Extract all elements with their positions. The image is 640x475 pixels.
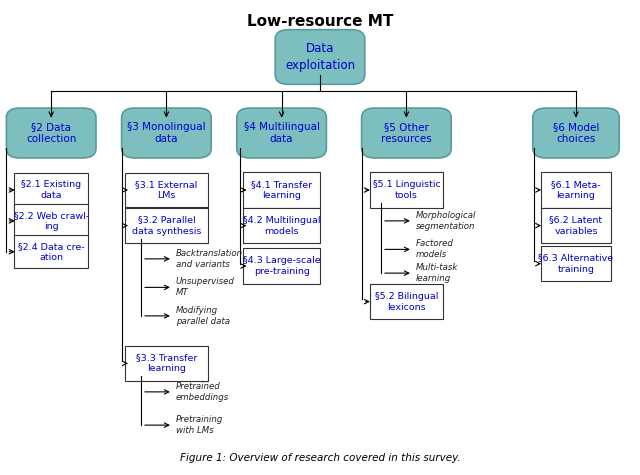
Text: §5.2 Bilingual
lexicons: §5.2 Bilingual lexicons [374, 292, 438, 312]
FancyBboxPatch shape [275, 29, 365, 85]
Text: Figure 1: Overview of research covered in this survey.: Figure 1: Overview of research covered i… [180, 453, 460, 463]
Text: §4.3 Large-scale
pre-training: §4.3 Large-scale pre-training [243, 256, 321, 276]
Text: §2.4 Data cre-
ation: §2.4 Data cre- ation [18, 242, 84, 262]
Text: §3.3 Transfer
learning: §3.3 Transfer learning [136, 353, 197, 373]
Text: §3 Monolingual
data: §3 Monolingual data [127, 122, 205, 144]
Text: Unsupervised
MT: Unsupervised MT [176, 277, 235, 297]
FancyBboxPatch shape [370, 284, 443, 320]
FancyBboxPatch shape [14, 173, 88, 207]
FancyBboxPatch shape [362, 108, 451, 158]
FancyBboxPatch shape [541, 208, 611, 243]
Text: §5 Other
resources: §5 Other resources [381, 122, 432, 144]
Text: §4.2 Multilingual
models: §4.2 Multilingual models [243, 216, 321, 236]
Text: §6.1 Meta-
learning: §6.1 Meta- learning [551, 180, 601, 200]
FancyBboxPatch shape [125, 173, 208, 207]
FancyBboxPatch shape [243, 248, 320, 284]
FancyBboxPatch shape [243, 172, 320, 208]
Text: Morphological
segmentation: Morphological segmentation [416, 211, 476, 231]
Text: Pretraining
with LMs: Pretraining with LMs [176, 415, 223, 435]
FancyBboxPatch shape [532, 108, 620, 158]
FancyBboxPatch shape [541, 172, 611, 208]
Text: §6.3 Alternative
training: §6.3 Alternative training [538, 254, 614, 274]
FancyBboxPatch shape [122, 108, 211, 158]
Text: §3.1 External
LMs: §3.1 External LMs [135, 180, 198, 200]
Text: §3.2 Parallel
data synthesis: §3.2 Parallel data synthesis [132, 216, 201, 236]
Text: Backtranslation
and variants: Backtranslation and variants [176, 249, 243, 269]
Text: Factored
models: Factored models [416, 239, 454, 259]
Text: §6 Model
choices: §6 Model choices [553, 122, 599, 144]
FancyBboxPatch shape [541, 246, 611, 281]
FancyBboxPatch shape [6, 108, 96, 158]
FancyBboxPatch shape [370, 172, 443, 208]
Text: §2.1 Existing
data: §2.1 Existing data [21, 180, 81, 200]
Text: Low-resource MT: Low-resource MT [247, 14, 393, 29]
FancyBboxPatch shape [237, 108, 326, 158]
Text: Data
exploitation: Data exploitation [285, 42, 355, 72]
Text: Multi-task
learning: Multi-task learning [416, 263, 458, 283]
Text: §2.2 Web crawl-
ing: §2.2 Web crawl- ing [13, 211, 89, 231]
Text: §5.1 Linguistic
tools: §5.1 Linguistic tools [372, 180, 440, 200]
FancyBboxPatch shape [243, 208, 320, 243]
Text: §4 Multilingual
data: §4 Multilingual data [244, 122, 319, 144]
Text: §2 Data
collection: §2 Data collection [26, 122, 76, 144]
FancyBboxPatch shape [14, 204, 88, 238]
FancyBboxPatch shape [14, 235, 88, 268]
Text: §6.2 Latent
variables: §6.2 Latent variables [549, 216, 603, 236]
FancyBboxPatch shape [125, 208, 208, 243]
FancyBboxPatch shape [125, 346, 208, 381]
Text: Modifying
parallel data: Modifying parallel data [176, 306, 230, 326]
Text: §4.1 Transfer
learning: §4.1 Transfer learning [251, 180, 312, 200]
Text: Pretrained
embeddings: Pretrained embeddings [176, 382, 229, 402]
